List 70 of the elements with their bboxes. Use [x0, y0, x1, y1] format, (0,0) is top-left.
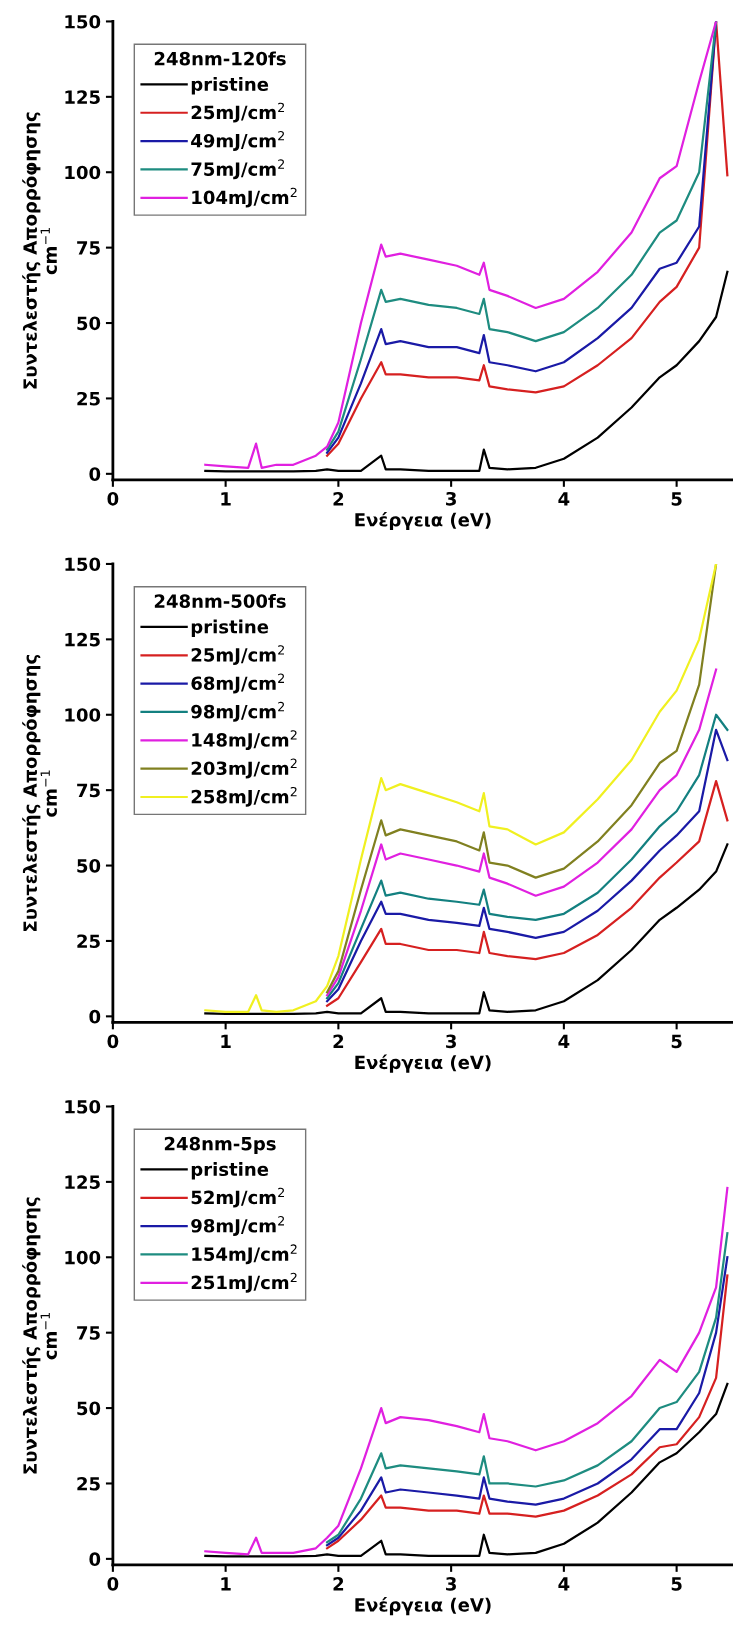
x-tick-label: 2: [333, 1034, 344, 1048]
x-tick-label: 5: [671, 1577, 682, 1591]
y-tick-label: 150: [65, 557, 101, 572]
x-tick-label: 4: [558, 1034, 570, 1048]
legend-label: 251mJ/cm$^{2}$: [191, 1272, 297, 1293]
y-tick-label: 150: [65, 14, 101, 29]
y-tick-label: 25: [77, 934, 100, 949]
legend-label: 25mJ/cm$^{2}$: [191, 645, 284, 666]
x-axis-title: Ενέργεια (eV): [355, 511, 491, 531]
legend-label: 98mJ/cm$^{2}$: [191, 1216, 284, 1236]
legend-label: pristine: [191, 1162, 269, 1180]
legend-label: 75mJ/cm$^{2}$: [191, 159, 284, 180]
legend-label: 104mJ/cm$^{2}$: [192, 187, 297, 208]
y-tick-label: 25: [77, 391, 100, 406]
line-series: [325, 780, 729, 1007]
legend-label: 258mJ/cm$^{2}$: [191, 786, 297, 807]
x-axis-title: Ενέργεια (eV): [355, 1596, 491, 1616]
legend-title: 248nm-120fs: [154, 51, 286, 66]
y-tick-label: 125: [65, 1175, 100, 1189]
x-tick-label: 3: [446, 1034, 456, 1049]
x-tick-label: 0: [107, 1577, 119, 1591]
legend-label: pristine: [191, 619, 269, 638]
y-tick-label: 25: [77, 1476, 100, 1491]
x-tick-label: 4: [558, 492, 570, 506]
line-series: [325, 668, 718, 997]
legend-title: 248nm-5ps: [164, 1136, 276, 1154]
y-tick-label: 0: [89, 467, 101, 481]
y-tick-label: 0: [89, 1552, 101, 1566]
legend-title: 248nm-500fs: [154, 593, 286, 608]
y-axis-title: Συντελεστής Απορρόφησης cm$^{−1}$: [22, 1197, 57, 1474]
legend-label: 203mJ/cm$^{2}$: [191, 758, 297, 779]
legend-label: 52mJ/cm$^{2}$: [191, 1187, 284, 1208]
y-tick-label: 150: [65, 1099, 101, 1114]
x-tick-label: 4: [558, 1577, 570, 1591]
y-tick-label: 100: [65, 165, 101, 180]
legend-label: 154mJ/cm$^{2}$: [192, 1244, 297, 1265]
x-tick-label: 1: [221, 492, 231, 506]
x-tick-label: 0: [107, 491, 119, 506]
x-axis-title: Ενέργεια (eV): [355, 1054, 491, 1073]
x-tick-label: 3: [446, 1577, 456, 1591]
legend-label: 49mJ/cm$^{2}$: [191, 130, 284, 151]
y-tick-label: 100: [65, 708, 101, 722]
y-tick-label: 50: [77, 316, 101, 331]
y-tick-label: 100: [65, 1250, 101, 1265]
legend-label: 148mJ/cm$^{2}$: [192, 730, 297, 751]
line-series: [204, 1382, 729, 1558]
x-tick-label: 5: [671, 492, 682, 506]
y-tick-label: 0: [89, 1009, 101, 1024]
legend-label: pristine: [191, 77, 269, 95]
y-tick-label: 75: [77, 783, 100, 798]
y-tick-label: 75: [77, 241, 100, 255]
y-tick-label: 50: [77, 1401, 101, 1416]
legend-label: 25mJ/cm$^{2}$: [191, 102, 284, 123]
y-tick-label: 125: [65, 90, 100, 104]
y-tick-label: 125: [65, 632, 100, 647]
y-axis-title: Συντελεστής Απορρόφησης cm$^{−1}$: [22, 112, 57, 389]
x-tick-label: 3: [446, 491, 456, 506]
x-tick-label: 1: [221, 1577, 231, 1591]
x-tick-label: 1: [221, 1034, 231, 1048]
x-tick-label: 2: [333, 1577, 344, 1591]
legend-label: 68mJ/cm$^{2}$: [191, 673, 284, 694]
y-tick-label: 50: [77, 859, 101, 873]
line-series: [204, 270, 729, 473]
x-tick-label: 2: [333, 491, 344, 506]
x-tick-label: 0: [107, 1034, 119, 1049]
line-series: [204, 843, 729, 1016]
x-tick-label: 5: [671, 1034, 682, 1049]
y-tick-label: 75: [77, 1326, 100, 1340]
legend-label: 98mJ/cm$^{2}$: [191, 701, 284, 722]
y-axis-title: Συντελεστής Απορρόφησης cm$^{−1}$: [22, 654, 57, 931]
